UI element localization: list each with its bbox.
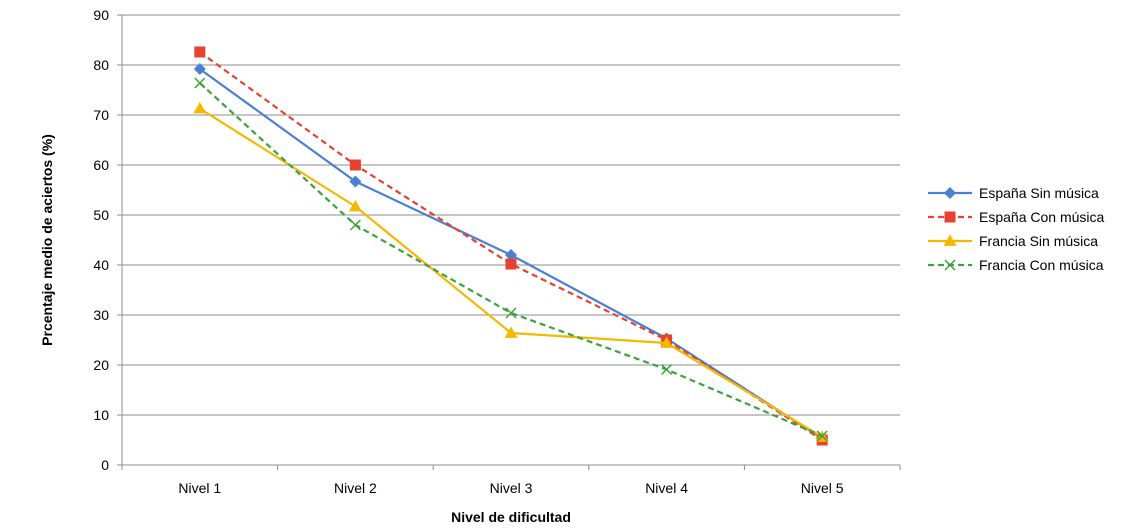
marker-stroke [661, 363, 673, 376]
data-point-series-3 [660, 336, 674, 348]
y-tick-label: 50 [93, 207, 109, 223]
data-point-series-4 [349, 219, 361, 231]
legend-label-3: Francia Sin música [979, 233, 1098, 249]
y-tick-label: 80 [93, 57, 109, 73]
legend-marker-1 [944, 187, 956, 199]
data-point-series-2 [505, 258, 517, 270]
legend-label-1: España Sin música [979, 185, 1099, 201]
data-point-series-4 [816, 430, 828, 442]
y-tick-label: 70 [93, 107, 109, 123]
series-line-3 [199, 107, 823, 438]
y-tick-label: 0 [101, 457, 109, 473]
y-axis-title: Prcentaje medio de aciertos (%) [39, 134, 55, 346]
marker-stroke [816, 430, 828, 442]
data-point-series-2 [349, 159, 361, 171]
marker-stroke [944, 259, 956, 271]
data-point-series-3 [504, 326, 518, 338]
y-tick-label: 30 [93, 307, 109, 323]
data-point-series-4 [194, 77, 206, 89]
data-point-series-2 [194, 46, 206, 58]
x-tick-label: Nivel 3 [490, 480, 533, 496]
legend-marker-4 [944, 259, 956, 271]
gridlines [122, 14, 900, 416]
data-point-series-1 [349, 175, 362, 188]
data-point-series-4 [505, 307, 517, 319]
y-tick-label: 20 [93, 357, 109, 373]
axes [117, 14, 901, 470]
y-tick-label: 10 [93, 407, 109, 423]
legend: España Sin música España Con música Franci… [928, 185, 1105, 273]
x-tick-label: Nivel 2 [334, 480, 377, 496]
y-tick-label: 60 [93, 157, 109, 173]
marker-stroke [505, 307, 517, 319]
legend-label-2: España Con música [979, 209, 1105, 225]
data-point-series-3 [348, 200, 362, 212]
data-point-series-3 [193, 102, 207, 114]
x-tick-labels: Nivel 1 Nivel 2 Nivel 3 Nivel 4 Nivel 5 [178, 480, 843, 496]
legend-marker-2 [944, 211, 956, 223]
marker-stroke [349, 219, 361, 231]
marker-stroke [194, 77, 206, 89]
x-axis-title: Nivel de dificultad [451, 509, 571, 525]
data-point-series-4 [661, 363, 673, 376]
series-line-4 [199, 82, 823, 438]
y-tick-label: 90 [93, 7, 109, 23]
legend-marker-3 [943, 234, 957, 246]
y-tick-labels: 0 10 20 30 40 50 60 70 80 90 [93, 7, 109, 473]
x-tick-label: Nivel 5 [801, 480, 844, 496]
data-point-series-1 [193, 63, 206, 75]
data-point-series-1 [505, 249, 517, 261]
y-tick-label: 40 [93, 257, 109, 273]
series-group [193, 46, 829, 446]
x-tick-label: Nivel 1 [178, 480, 221, 496]
legend-label-4: Francia Con música [979, 257, 1104, 273]
x-tick-label: Nivel 4 [645, 480, 688, 496]
